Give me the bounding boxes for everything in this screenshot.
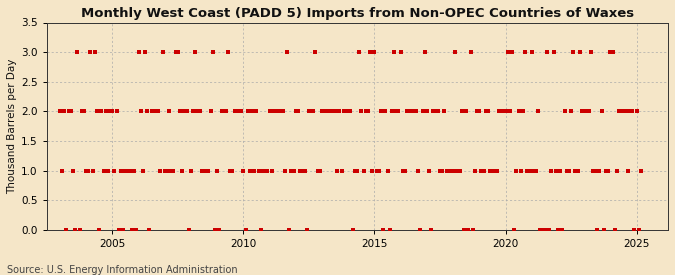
- Y-axis label: Thousand Barrels per Day: Thousand Barrels per Day: [7, 59, 17, 194]
- Text: Source: U.S. Energy Information Administration: Source: U.S. Energy Information Administ…: [7, 265, 238, 275]
- Title: Monthly West Coast (PADD 5) Imports from Non-OPEC Countries of Waxes: Monthly West Coast (PADD 5) Imports from…: [81, 7, 634, 20]
